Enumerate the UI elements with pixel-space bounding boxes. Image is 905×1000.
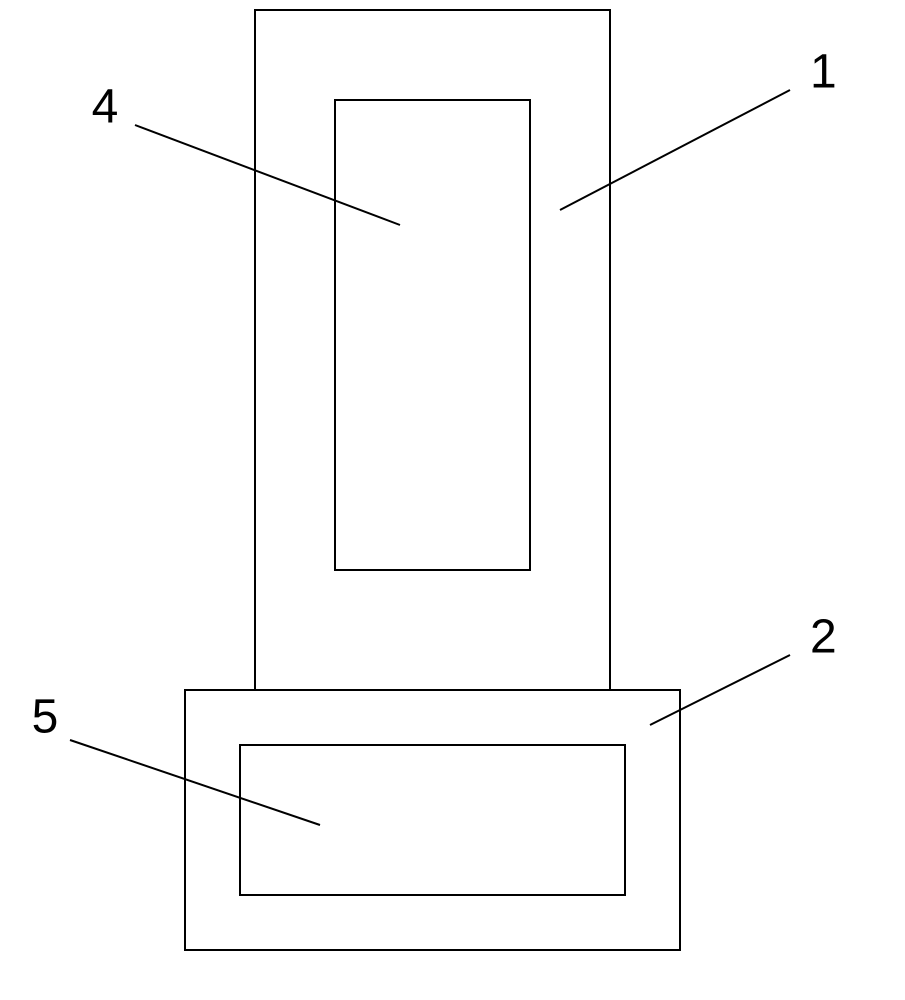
- leader-line-4: [135, 125, 400, 225]
- callout-label-4: 4: [92, 81, 119, 134]
- callout-label-5: 5: [32, 691, 59, 744]
- callout-label-2: 2: [810, 611, 837, 664]
- technical-diagram: 1 2 4 5: [0, 0, 905, 1000]
- upper-outer-rect: [255, 10, 610, 690]
- upper-inner-rect: [335, 100, 530, 570]
- leader-line-5: [70, 740, 320, 825]
- lower-outer-rect: [185, 690, 680, 950]
- leader-line-1: [560, 90, 790, 210]
- lower-inner-rect: [240, 745, 625, 895]
- callout-label-1: 1: [810, 46, 837, 99]
